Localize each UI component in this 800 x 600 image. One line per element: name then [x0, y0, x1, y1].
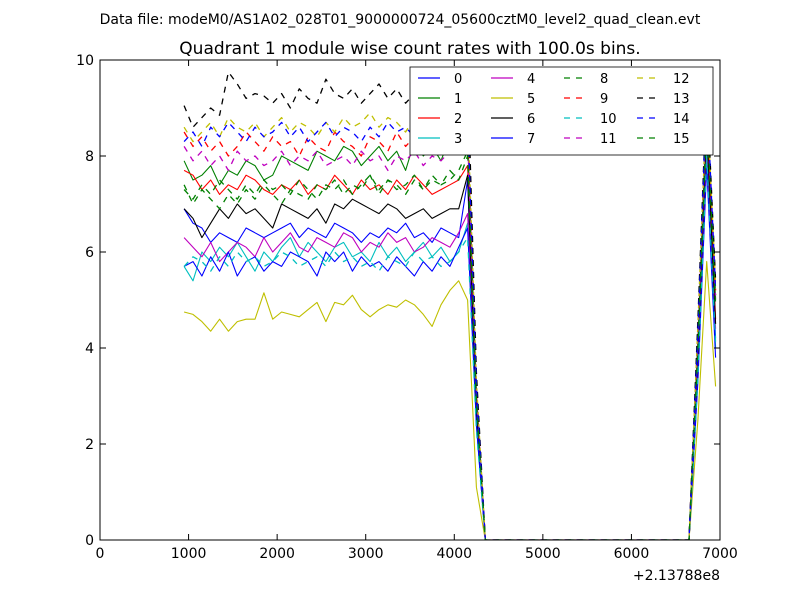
series-line-12 — [183, 92, 717, 540]
legend-label: 0 — [454, 72, 462, 87]
series-line-5 — [183, 261, 717, 540]
x-tick-label: 6000 — [614, 546, 650, 562]
legend-label: 6 — [527, 112, 535, 127]
legend-item-9: 9 — [564, 92, 608, 107]
legend-label: 8 — [600, 72, 608, 87]
y-tick-label: 4 — [85, 341, 94, 357]
series-line-1 — [183, 107, 717, 540]
legend-item-6: 6 — [491, 112, 535, 127]
x-tick-label: 5000 — [525, 546, 561, 562]
series-line-3 — [183, 145, 717, 540]
legend-item-5: 5 — [491, 92, 535, 107]
legend-item-12: 12 — [637, 72, 690, 87]
series-line-4 — [183, 136, 717, 540]
legend-item-4: 4 — [491, 72, 535, 87]
legend-label: 2 — [454, 112, 462, 127]
chart-title: Quadrant 1 module wise count rates with … — [179, 39, 640, 59]
legend-item-8: 8 — [564, 72, 608, 87]
x-tick-label: 2000 — [259, 546, 295, 562]
legend-item-7: 7 — [491, 132, 535, 147]
legend-label: 12 — [673, 72, 690, 87]
axes-frame — [99, 59, 721, 541]
legend-item-13: 13 — [637, 92, 690, 107]
series-line-8 — [183, 112, 717, 540]
series-line-0 — [183, 131, 717, 540]
series-line-11 — [183, 102, 717, 540]
series-line-10 — [183, 155, 717, 540]
legend-item-0: 0 — [418, 72, 462, 87]
legend-label: 9 — [600, 92, 608, 107]
series-line-6 — [183, 126, 717, 540]
legend-label: 13 — [673, 92, 690, 107]
suptitle: Data file: modeM0/AS1A02_028T01_90000007… — [100, 12, 701, 28]
y-tick-label: 8 — [85, 149, 94, 165]
series-line-15 — [183, 112, 717, 540]
legend-box — [409, 66, 714, 156]
legend-label: 4 — [527, 72, 535, 87]
legend-item-2: 2 — [418, 112, 462, 127]
series-line-14 — [183, 88, 717, 540]
y-tick-label: 6 — [85, 245, 94, 261]
y-tick-label: 10 — [76, 53, 94, 69]
legend-label: 7 — [527, 132, 535, 147]
legend-item-15: 15 — [637, 132, 690, 147]
legend-label: 3 — [454, 132, 462, 147]
y-tick-label: 2 — [85, 437, 94, 453]
legend-item-10: 10 — [564, 112, 617, 127]
series-line-7 — [183, 165, 717, 540]
x-tick-label: 7000 — [702, 546, 738, 562]
legend-label: 5 — [527, 92, 535, 107]
legend-item-1: 1 — [418, 92, 462, 107]
x-tick-label: 4000 — [436, 546, 472, 562]
legend-item-3: 3 — [418, 132, 462, 147]
y-tick-label: 0 — [85, 533, 94, 549]
legend-label: 10 — [600, 112, 617, 127]
legend-label: 15 — [673, 132, 690, 147]
legend-item-11: 11 — [564, 132, 617, 147]
legend-label: 14 — [673, 112, 690, 127]
legend-label: 11 — [600, 132, 617, 147]
legend-item-14: 14 — [637, 112, 690, 127]
x-tick-label: 1000 — [171, 546, 207, 562]
x-offset-label: +2.13788e8 — [633, 568, 720, 584]
series-line-2 — [183, 117, 717, 540]
x-tick-label: 0 — [96, 546, 105, 562]
legend-label: 1 — [454, 92, 462, 107]
x-tick-label: 3000 — [348, 546, 384, 562]
